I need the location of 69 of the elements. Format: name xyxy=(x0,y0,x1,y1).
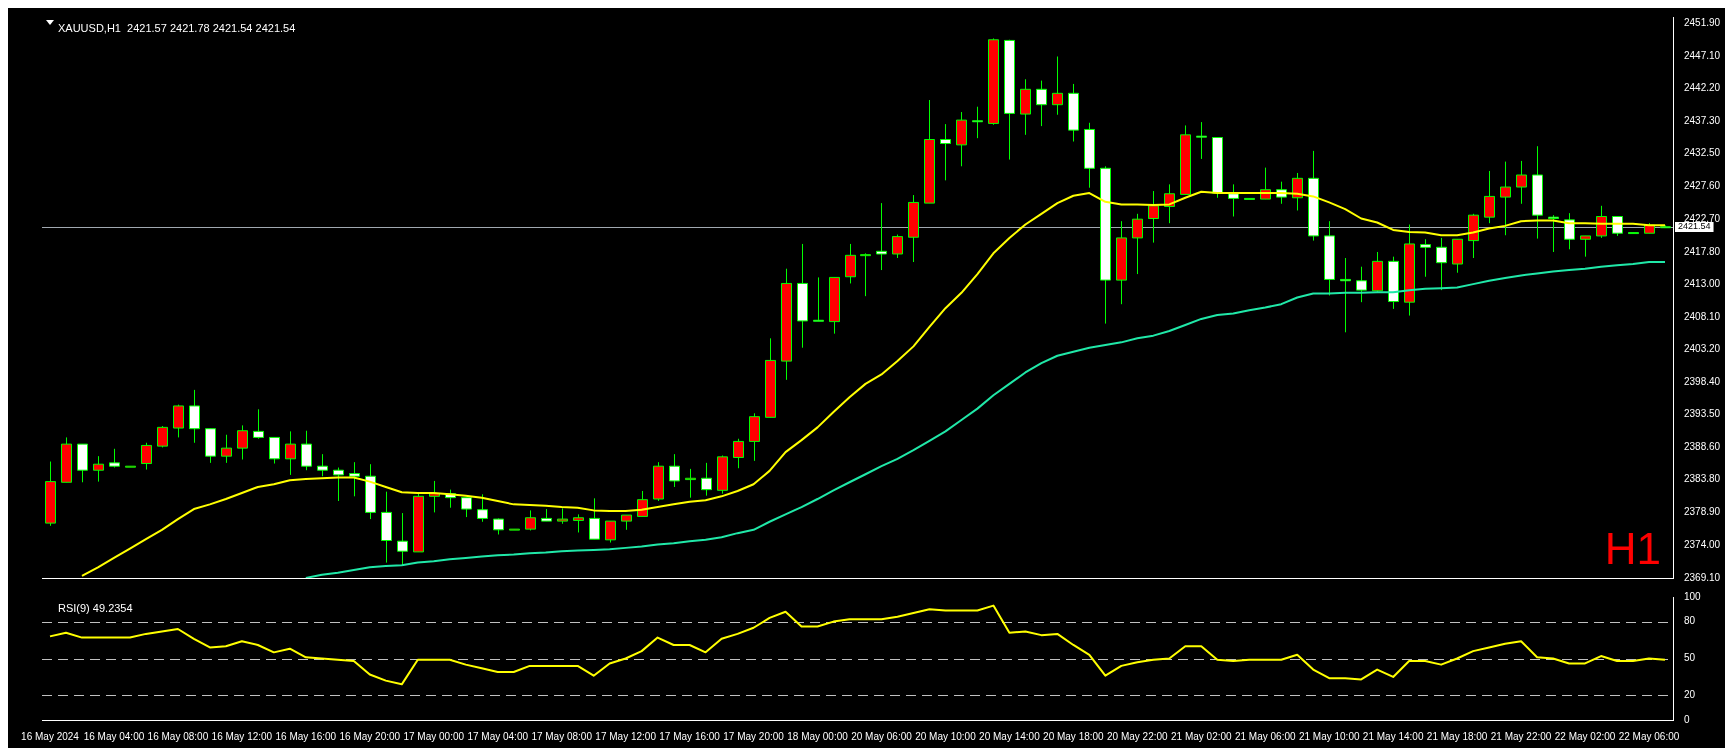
x-tick-label: 20 May 10:00 xyxy=(915,730,977,742)
y-tick-label: 80 xyxy=(1684,615,1696,627)
candlestick xyxy=(1564,212,1575,250)
x-tick-label: 18 May 00:00 xyxy=(787,730,849,742)
x-tick-label: 22 May 06:00 xyxy=(1618,730,1680,742)
x-tick-label: 20 May 06:00 xyxy=(851,730,913,742)
x-tick-label: 21 May 18:00 xyxy=(1426,730,1488,742)
x-tick-label: 16 May 12:00 xyxy=(211,730,273,742)
candlestick xyxy=(237,424,248,461)
x-tick-label: 20 May 18:00 xyxy=(1043,730,1105,742)
x-tick-label: 16 May 16:00 xyxy=(275,730,337,742)
y-tick-label: 2403.20 xyxy=(1684,343,1721,355)
candlestick xyxy=(1420,238,1431,278)
x-tick-label: 17 May 00:00 xyxy=(403,730,465,742)
x-tick-label: 16 May 08:00 xyxy=(147,730,209,742)
y-tick-label: 20 xyxy=(1684,689,1696,701)
x-tick-label: 22 May 02:00 xyxy=(1554,730,1616,742)
candlestick xyxy=(637,490,648,517)
ref-line-label: 2421.54 xyxy=(1678,221,1711,232)
x-tick-label: 16 May 20:00 xyxy=(339,730,401,742)
x-tick-label: 21 May 14:00 xyxy=(1362,730,1424,742)
y-tick-label: 50 xyxy=(1684,652,1696,664)
candlestick xyxy=(1356,266,1367,303)
y-tick-label: 2413.00 xyxy=(1684,277,1721,289)
chart-title: XAUUSD,H1 2421.57 2421.78 2421.54 2421.54 xyxy=(58,21,296,34)
annotation: H1 xyxy=(1604,524,1661,574)
candlestick xyxy=(1580,235,1591,258)
x-tick-label: 20 May 22:00 xyxy=(1107,730,1169,742)
x-tick-label: 17 May 16:00 xyxy=(659,730,721,742)
x-tick-label: 21 May 02:00 xyxy=(1170,730,1233,742)
candlestick xyxy=(1148,190,1159,244)
candlestick xyxy=(109,448,120,469)
candlestick xyxy=(1228,183,1239,217)
chart-title: RSI(9) 49.2354 xyxy=(58,601,133,614)
y-tick-label: 100 xyxy=(1684,590,1702,602)
candlestick xyxy=(349,461,360,497)
candlestick xyxy=(477,493,488,523)
y-tick-label: 2447.10 xyxy=(1684,49,1721,61)
x-tick-label: 17 May 04:00 xyxy=(467,730,529,742)
y-tick-label: 2369.10 xyxy=(1684,571,1721,583)
y-tick-label: 2388.60 xyxy=(1684,441,1721,453)
x-tick-label: 21 May 06:00 xyxy=(1234,730,1296,742)
x-tick-label: 16 May 04:00 xyxy=(83,730,145,742)
candlestick xyxy=(173,404,184,438)
x-tick-label: 17 May 12:00 xyxy=(595,730,657,742)
x-tick-label: 21 May 22:00 xyxy=(1490,730,1552,742)
candlestick xyxy=(461,497,472,518)
candlestick xyxy=(429,480,440,513)
y-tick-label: 2437.30 xyxy=(1684,115,1721,127)
y-tick-label: 2393.50 xyxy=(1684,408,1721,420)
y-tick-label: 2442.20 xyxy=(1684,82,1721,94)
candlestick xyxy=(573,513,584,533)
y-tick-label: 2378.90 xyxy=(1684,506,1721,518)
y-tick-label: 2398.40 xyxy=(1684,375,1721,387)
y-tick-label: 2408.10 xyxy=(1684,310,1721,322)
y-tick-label: 2383.80 xyxy=(1684,473,1721,485)
y-tick-label: 0 xyxy=(1684,713,1690,725)
x-tick-label: 20 May 14:00 xyxy=(979,730,1041,742)
y-tick-label: 2374.00 xyxy=(1684,538,1721,550)
y-tick-label: 2417.80 xyxy=(1684,245,1721,257)
candlestick xyxy=(525,509,536,531)
x-tick-label: 17 May 08:00 xyxy=(531,730,593,742)
y-tick-label: 2451.90 xyxy=(1684,17,1721,29)
x-tick-label: 21 May 10:00 xyxy=(1298,730,1360,742)
x-tick-label: 17 May 20:00 xyxy=(723,730,785,742)
y-tick-label: 2432.50 xyxy=(1684,147,1721,159)
y-tick-label: 2427.60 xyxy=(1684,180,1721,192)
y-tick-label: 2422.70 xyxy=(1684,212,1721,224)
x-tick-label: 16 May 2024 xyxy=(21,730,80,742)
